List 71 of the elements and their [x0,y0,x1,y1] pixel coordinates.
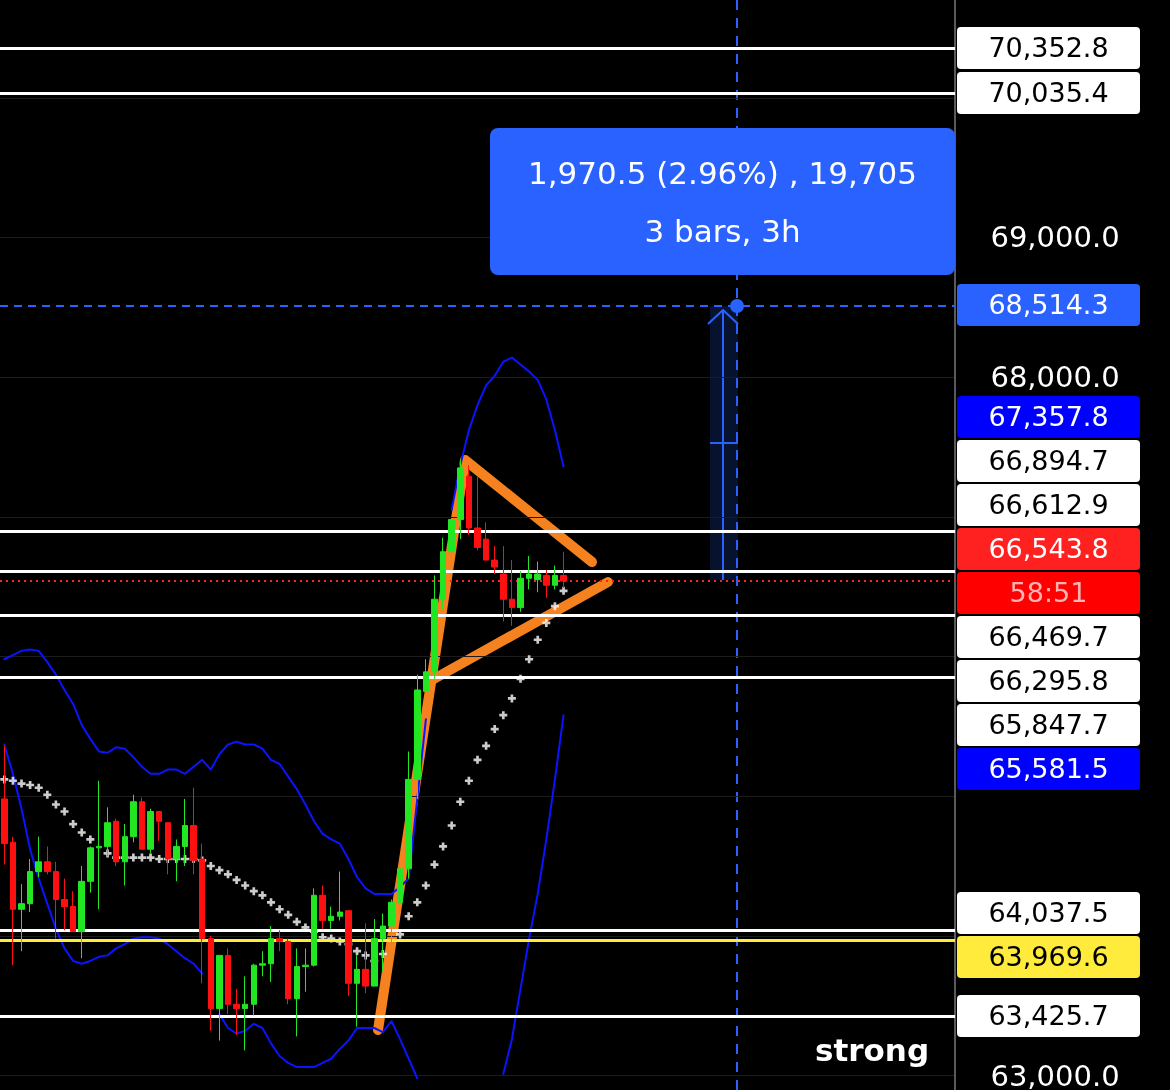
candlestick [87,845,94,894]
candlestick [466,464,472,536]
text: 58:51 [957,571,1140,614]
candlestick [405,750,412,880]
candlestick [61,878,68,931]
candlestick [302,947,309,993]
ref-line-label: 66,543.8 [957,527,1140,570]
candlestick [491,545,498,575]
candlestick [18,883,25,952]
candlestick [35,836,42,878]
y-tick-label: 69,000.0 [990,220,1120,255]
ref-line-label: 70,352.8 [957,27,1140,70]
candlestick [319,885,326,930]
candlestick [242,975,248,1051]
candlestick [397,858,403,914]
candlestick [328,905,334,930]
candlestick [208,935,214,1032]
candlestick [268,925,274,983]
candlestick [216,954,223,1042]
candlestick [440,537,446,610]
candlestick [96,780,102,910]
ref-line-label: 64,037.5 [957,892,1140,935]
candlestick [483,521,489,561]
candlestick [44,845,51,875]
candlestick [70,890,76,933]
candlestick [130,794,137,843]
text: 66,469.7 [957,615,1140,658]
annotation: 1,970.5 (2.96%) , 19,705 [527,154,918,193]
candlestick [156,811,162,842]
ref-line-label: 63,425.7 [957,995,1140,1038]
candlestick [285,938,291,1005]
candlestick [534,560,541,593]
candlestick [147,808,154,854]
candlestick [233,988,240,1036]
annotation: 3 bars, 3h [643,212,802,251]
candlestick [251,963,257,1016]
candlestick [543,569,550,599]
candlestick [10,836,16,966]
candlestick [474,475,481,551]
ref-line-label: 66,612.9 [957,483,1140,526]
candlestick [448,519,455,571]
candlestick [500,545,507,623]
candlestick [225,947,231,1015]
y-tick-label: 68,000.0 [990,360,1120,395]
candlestick [139,797,145,850]
candlestick [294,947,300,1037]
text: 65,581.5 [957,747,1140,790]
candlestick [388,899,395,945]
annotation: strong [815,1032,930,1068]
ref-line-label: 70,035.4 [957,71,1140,114]
y-tick-label: 63,000.0 [990,1058,1120,1090]
candlestick [414,674,421,800]
candlestick [27,858,33,913]
candlestick [337,871,343,921]
candlestick [517,570,524,613]
candlestick [53,861,59,940]
candlestick [259,950,266,977]
candlestick [509,559,515,627]
ref-line-label: 66,894.7 [957,439,1140,482]
candlestick [78,865,85,959]
candlestick [276,929,283,952]
ref-line-label: 68,514.3 [957,284,1140,327]
candlestick [423,658,429,701]
ref-line-label: 65,847.7 [957,703,1140,746]
text: 67,357.8 [957,395,1140,438]
ref-line-label: 63,969.6 [957,936,1140,979]
candlestick [431,574,438,680]
ref-line-label: 66,295.8 [957,659,1140,702]
candlestick [526,555,532,590]
candlestick [552,565,558,590]
candlestick [457,459,464,540]
